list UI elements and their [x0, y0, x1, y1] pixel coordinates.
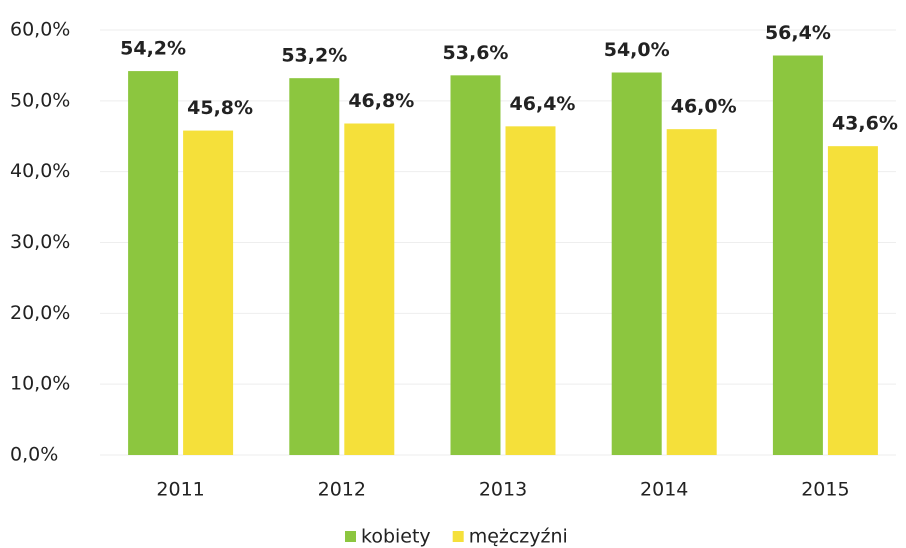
value-label: 45,8%	[187, 97, 253, 119]
value-label: 46,8%	[348, 90, 414, 112]
value-label: 46,4%	[510, 93, 576, 115]
legend-label: kobiety	[361, 526, 431, 548]
x-tick-label: 2012	[318, 479, 366, 501]
y-tick-label: 60,0%	[10, 19, 70, 41]
y-tick-label: 40,0%	[10, 160, 70, 182]
value-label: 53,6%	[443, 42, 509, 64]
value-label: 54,2%	[120, 38, 186, 60]
bar	[666, 129, 717, 455]
legend-swatch	[452, 531, 464, 542]
x-tick-label: 2013	[479, 479, 527, 501]
value-label: 43,6%	[832, 113, 898, 135]
bar	[289, 78, 340, 456]
value-label: 53,2%	[281, 45, 347, 67]
x-tick-label: 2015	[801, 479, 849, 501]
bar	[505, 126, 556, 455]
y-tick-label: 50,0%	[10, 89, 70, 111]
bar	[450, 75, 501, 455]
bar	[772, 55, 823, 455]
bar	[344, 123, 395, 455]
legend-label: mężczyźni	[469, 526, 568, 548]
bar	[827, 146, 878, 455]
y-tick-label: 30,0%	[10, 231, 70, 253]
x-tick-label: 2014	[640, 479, 688, 501]
legend-swatch	[345, 531, 356, 542]
bar	[128, 71, 179, 455]
value-label: 46,0%	[671, 96, 737, 118]
y-tick-label: 10,0%	[10, 373, 70, 395]
bar	[183, 130, 234, 456]
y-tick-label: 20,0%	[10, 302, 70, 324]
bar	[611, 72, 662, 455]
value-label: 54,0%	[604, 39, 670, 61]
value-label: 56,4%	[765, 22, 831, 44]
y-tick-label: 0,0%	[10, 444, 58, 466]
x-tick-label: 2011	[156, 479, 204, 501]
